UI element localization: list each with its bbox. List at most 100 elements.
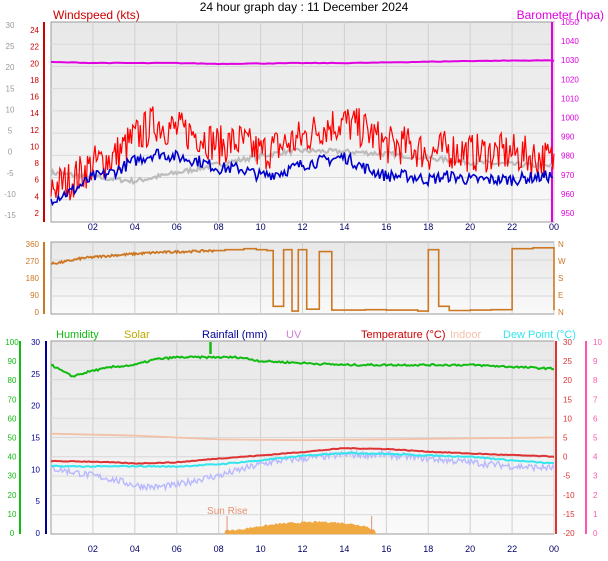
temperature-tick: 30 <box>563 338 572 347</box>
direction-tick: 180 <box>26 274 40 283</box>
outer-left-tick: 25 <box>6 42 15 51</box>
uv-tick: 9 <box>593 357 598 366</box>
rainfall-tick: 30 <box>31 338 40 347</box>
wind-gust-line <box>50 106 555 201</box>
x-tick-label: 14 <box>339 222 349 232</box>
wind-tick: 8 <box>35 159 40 168</box>
uv-tick: 8 <box>593 376 598 385</box>
outer-left-tick: 5 <box>8 127 13 136</box>
humidity-line <box>50 355 555 378</box>
x-tick-label: 14 <box>339 544 349 554</box>
uv-tick: 4 <box>593 453 598 462</box>
x-tick-label: 10 <box>256 222 266 232</box>
barometer-tick: 1000 <box>561 114 579 123</box>
barometer-tick: 1010 <box>561 94 579 103</box>
humidity-tick: 20 <box>8 491 17 500</box>
x-tick-label: 06 <box>172 222 182 232</box>
x-tick-label: 04 <box>130 222 140 232</box>
outer-left-tick: 10 <box>6 105 15 114</box>
direction-tick: 0 <box>35 308 40 317</box>
temperature-tick: 15 <box>563 395 572 404</box>
barometer-tick: 980 <box>561 152 575 161</box>
wind-tick: 18 <box>30 76 39 85</box>
outer-left-tick: 15 <box>6 84 15 93</box>
barometer-tick: 1030 <box>561 56 579 65</box>
x-tick-label: 12 <box>297 544 307 554</box>
outer-left-tick: -15 <box>4 211 16 220</box>
rainfall-tick: 5 <box>36 497 41 506</box>
x-tick-label: 10 <box>256 544 266 554</box>
rainfall-tick: 25 <box>31 370 40 379</box>
humidity-tick: 30 <box>8 472 17 481</box>
x-tick-label: 20 <box>465 544 475 554</box>
humidity-tick: 40 <box>8 453 17 462</box>
outer-left-tick: -10 <box>4 190 16 199</box>
compass-label: E <box>558 291 563 300</box>
temperature-tick: -5 <box>563 472 571 481</box>
temperature-tick: 25 <box>563 357 572 366</box>
outer-left-tick: 0 <box>8 148 13 157</box>
legend-label: Rainfall (mm) <box>202 329 267 341</box>
x-tick-label: 16 <box>381 222 391 232</box>
wind-tick: 12 <box>30 126 39 135</box>
legend-label: Temperature (°C) <box>361 329 445 341</box>
temperature-series: Sun Rise <box>50 342 555 535</box>
dew-point-line <box>50 451 555 469</box>
humidity-tick: 70 <box>8 395 17 404</box>
temperature-tick: 20 <box>563 376 572 385</box>
legend-label: Humidity <box>56 329 99 341</box>
uv-tick: 10 <box>593 338 602 347</box>
x-tick-label: 08 <box>214 222 224 232</box>
temperature-tick: 10 <box>563 414 572 423</box>
rainfall-tick: 15 <box>31 434 40 443</box>
humidity-tick: 100 <box>5 338 19 347</box>
outer-left-tick: 30 <box>6 21 15 30</box>
x-tick-label: 20 <box>465 222 475 232</box>
barometer-tick: 1020 <box>561 75 579 84</box>
rainfall-spike <box>209 342 212 354</box>
x-tick-label: 04 <box>130 544 140 554</box>
x-tick-label: 18 <box>423 544 433 554</box>
uv-tick: 6 <box>593 414 598 423</box>
uv-tick: 2 <box>593 491 598 500</box>
humidity-tick: 50 <box>8 434 17 443</box>
barometer-tick: 960 <box>561 190 575 199</box>
rainfall-tick: 0 <box>36 529 41 538</box>
uv-tick: 1 <box>593 510 598 519</box>
rainfall-tick: 10 <box>31 465 40 474</box>
compass-label: W <box>558 257 566 266</box>
x-tick-label: 22 <box>507 544 517 554</box>
direction-tick: 360 <box>26 240 40 249</box>
uv-tick: 5 <box>593 434 598 443</box>
wind-tick: 22 <box>30 43 39 52</box>
x-tick-label: 18 <box>423 222 433 232</box>
temperature-legend: Humidity Solar Rainfall (mm) UV Temperature … <box>56 329 576 341</box>
outer-left-tick: -5 <box>6 169 14 178</box>
temperature-tick: -20 <box>563 529 575 538</box>
compass-label: S <box>558 274 563 283</box>
x-tick-label: 02 <box>88 544 98 554</box>
x-tick-label: 00 <box>549 544 559 554</box>
temperature-panel: Humidity Solar Rainfall (mm) UV Temperature … <box>5 329 602 554</box>
compass-label: N <box>558 308 564 317</box>
barometer-line <box>50 59 555 66</box>
outer-left-tick: 20 <box>6 63 15 72</box>
barometer-tick: 990 <box>561 133 575 142</box>
legend-label: UV <box>286 329 302 341</box>
wind-tick: 10 <box>30 142 39 151</box>
compass-label: N <box>558 240 564 249</box>
legend-label: Indoor <box>450 329 482 341</box>
sun-rise-label: Sun Rise <box>207 506 248 517</box>
wind-series <box>49 59 555 207</box>
temperature-tick: 5 <box>563 434 568 443</box>
barometer-tick: 970 <box>561 171 575 180</box>
direction-series <box>50 247 555 312</box>
chart-title: 24 hour graph day : 11 December 2024 <box>199 0 409 14</box>
direction-line <box>50 249 216 265</box>
temperature-line <box>50 446 555 465</box>
rainfall-tick: 20 <box>31 402 40 411</box>
wind-tick: 16 <box>30 93 39 102</box>
